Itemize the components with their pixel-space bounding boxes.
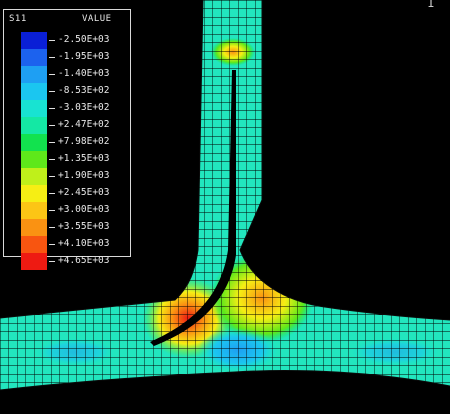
legend-entry: +2.47E+02 bbox=[49, 117, 129, 134]
legend-tick bbox=[49, 159, 55, 160]
legend-tick bbox=[49, 261, 55, 262]
legend-label: +1.35E+03 bbox=[58, 153, 110, 164]
part-outline bbox=[0, 0, 450, 391]
legend-swatch bbox=[21, 66, 47, 83]
legend-swatch bbox=[21, 151, 47, 168]
legend-entry: -1.95E+03 bbox=[49, 49, 129, 66]
legend-entry: +1.90E+03 bbox=[49, 168, 129, 185]
legend-tick bbox=[49, 57, 55, 58]
legend-swatch bbox=[21, 236, 47, 253]
legend-label: -3.03E+02 bbox=[58, 102, 110, 113]
legend-swatch bbox=[21, 134, 47, 151]
legend-entry: +3.55E+03 bbox=[49, 219, 129, 236]
legend-entry: -3.03E+02 bbox=[49, 100, 129, 117]
legend-tick bbox=[49, 91, 55, 92]
legend-tick bbox=[49, 210, 55, 211]
legend-label: +2.47E+02 bbox=[58, 119, 110, 130]
legend-label: +7.98E+02 bbox=[58, 136, 110, 147]
legend-swatch bbox=[21, 219, 47, 236]
legend-tick bbox=[49, 244, 55, 245]
legend-tick bbox=[49, 176, 55, 177]
legend-variable: S11 bbox=[9, 14, 27, 24]
legend-swatch bbox=[21, 32, 47, 49]
contour-legend: S11 VALUE -2.50E+03 -1.95E+03 -1.40E+03 -8.… bbox=[3, 9, 131, 270]
legend-entry: +3.00E+03 bbox=[49, 202, 129, 219]
legend-label: +4.65E+03 bbox=[58, 255, 110, 266]
legend-entry: +2.45E+03 bbox=[49, 185, 129, 202]
legend-entry: +1.35E+03 bbox=[49, 151, 129, 168]
legend-entry: -2.50E+03 bbox=[49, 32, 129, 49]
legend-swatch bbox=[21, 117, 47, 134]
legend-tick bbox=[49, 74, 55, 75]
legend-tick bbox=[49, 40, 55, 41]
legend-swatch bbox=[21, 100, 47, 117]
legend-label: -1.95E+03 bbox=[58, 51, 110, 62]
legend-label: +2.45E+03 bbox=[58, 187, 110, 198]
legend-label: +3.55E+03 bbox=[58, 221, 110, 232]
legend-value-header: VALUE bbox=[82, 14, 112, 24]
legend-entry: +7.98E+02 bbox=[49, 134, 129, 151]
legend-swatch bbox=[21, 253, 47, 270]
legend-label: +4.10E+03 bbox=[58, 238, 110, 249]
legend-swatch bbox=[21, 168, 47, 185]
legend-label: +1.90E+03 bbox=[58, 170, 110, 181]
legend-label: -2.50E+03 bbox=[58, 34, 110, 45]
legend-label: +3.00E+03 bbox=[58, 204, 110, 215]
legend-swatch bbox=[21, 83, 47, 100]
legend-swatch bbox=[21, 185, 47, 202]
legend-swatch bbox=[21, 49, 47, 66]
legend-tick bbox=[49, 142, 55, 143]
legend-entry: -1.40E+03 bbox=[49, 66, 129, 83]
legend-label: -8.53E+02 bbox=[58, 85, 110, 96]
legend-tick bbox=[49, 193, 55, 194]
corner-mark: 1 bbox=[427, 0, 435, 10]
legend-labels: -2.50E+03 -1.95E+03 -1.40E+03 -8.53E+02 -3.0… bbox=[49, 32, 129, 270]
legend-swatches bbox=[21, 32, 47, 270]
legend-tick bbox=[49, 227, 55, 228]
legend-tick bbox=[49, 125, 55, 126]
legend-entry: +4.10E+03 bbox=[49, 236, 129, 253]
legend-entry: -8.53E+02 bbox=[49, 83, 129, 100]
legend-entry: +4.65E+03 bbox=[49, 253, 129, 270]
legend-swatch bbox=[21, 202, 47, 219]
legend-label: -1.40E+03 bbox=[58, 68, 110, 79]
legend-tick bbox=[49, 108, 55, 109]
